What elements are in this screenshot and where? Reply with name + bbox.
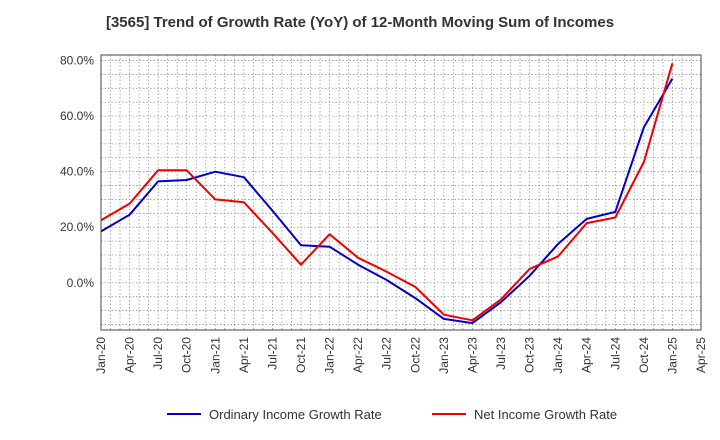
plot-border: [100, 54, 702, 331]
series-layer: [100, 63, 674, 325]
x-tick-label: Jul-22: [380, 337, 394, 370]
x-tick-label: Oct-22: [408, 337, 422, 373]
x-tick-label: Jan-22: [323, 337, 337, 374]
y-tick-label: 40.0%: [60, 165, 94, 179]
x-tick-label: Jul-21: [265, 337, 279, 370]
x-tick-label: Oct-20: [180, 337, 194, 373]
x-tick-label: Jan-21: [208, 337, 222, 374]
x-tick-label: Apr-21: [237, 337, 251, 373]
x-tick-label: Jan-20: [94, 337, 108, 374]
x-tick-label: Jul-24: [608, 337, 622, 370]
axis-layer: 0.0% 20.0% 40.0% 60.0% 80.0% Jan-20 Apr-20 Jul-…: [60, 54, 708, 374]
legend-label: Net Income Growth Rate: [474, 407, 617, 422]
legend-label: Ordinary Income Growth Rate: [209, 407, 382, 422]
x-tick-label: Apr-20: [123, 337, 137, 373]
x-tick-label: Jan-25: [665, 337, 679, 374]
ordinary-income-growth-line: [100, 78, 674, 325]
x-tick-label: Apr-24: [580, 337, 594, 373]
x-tick-label: Jan-23: [437, 337, 451, 374]
x-tick-label: Apr-22: [351, 337, 365, 373]
x-tick-label: Jan-24: [551, 337, 565, 374]
y-tick-label: 20.0%: [60, 220, 94, 234]
y-tick-label: 60.0%: [60, 109, 94, 123]
y-tick-label: 0.0%: [67, 276, 95, 290]
net-income-growth-line: [100, 63, 674, 322]
legend: Ordinary Income Growth Rate Net Income Gr…: [167, 407, 617, 422]
x-tick-label: Oct-24: [637, 337, 651, 373]
x-tick-label: Oct-23: [523, 337, 537, 373]
grid-layer: [100, 55, 702, 330]
x-tick-label: Jul-20: [151, 337, 165, 370]
x-tick-label: Apr-23: [465, 337, 479, 373]
x-tick-label: Apr-25: [694, 337, 708, 373]
chart-title: [3565] Trend of Growth Rate (YoY) of 12-…: [105, 14, 615, 31]
x-tick-label: Oct-21: [294, 337, 308, 373]
x-tick-label: Jul-23: [494, 337, 508, 370]
y-tick-label: 80.0%: [60, 54, 94, 68]
plot-area: [101, 55, 701, 330]
